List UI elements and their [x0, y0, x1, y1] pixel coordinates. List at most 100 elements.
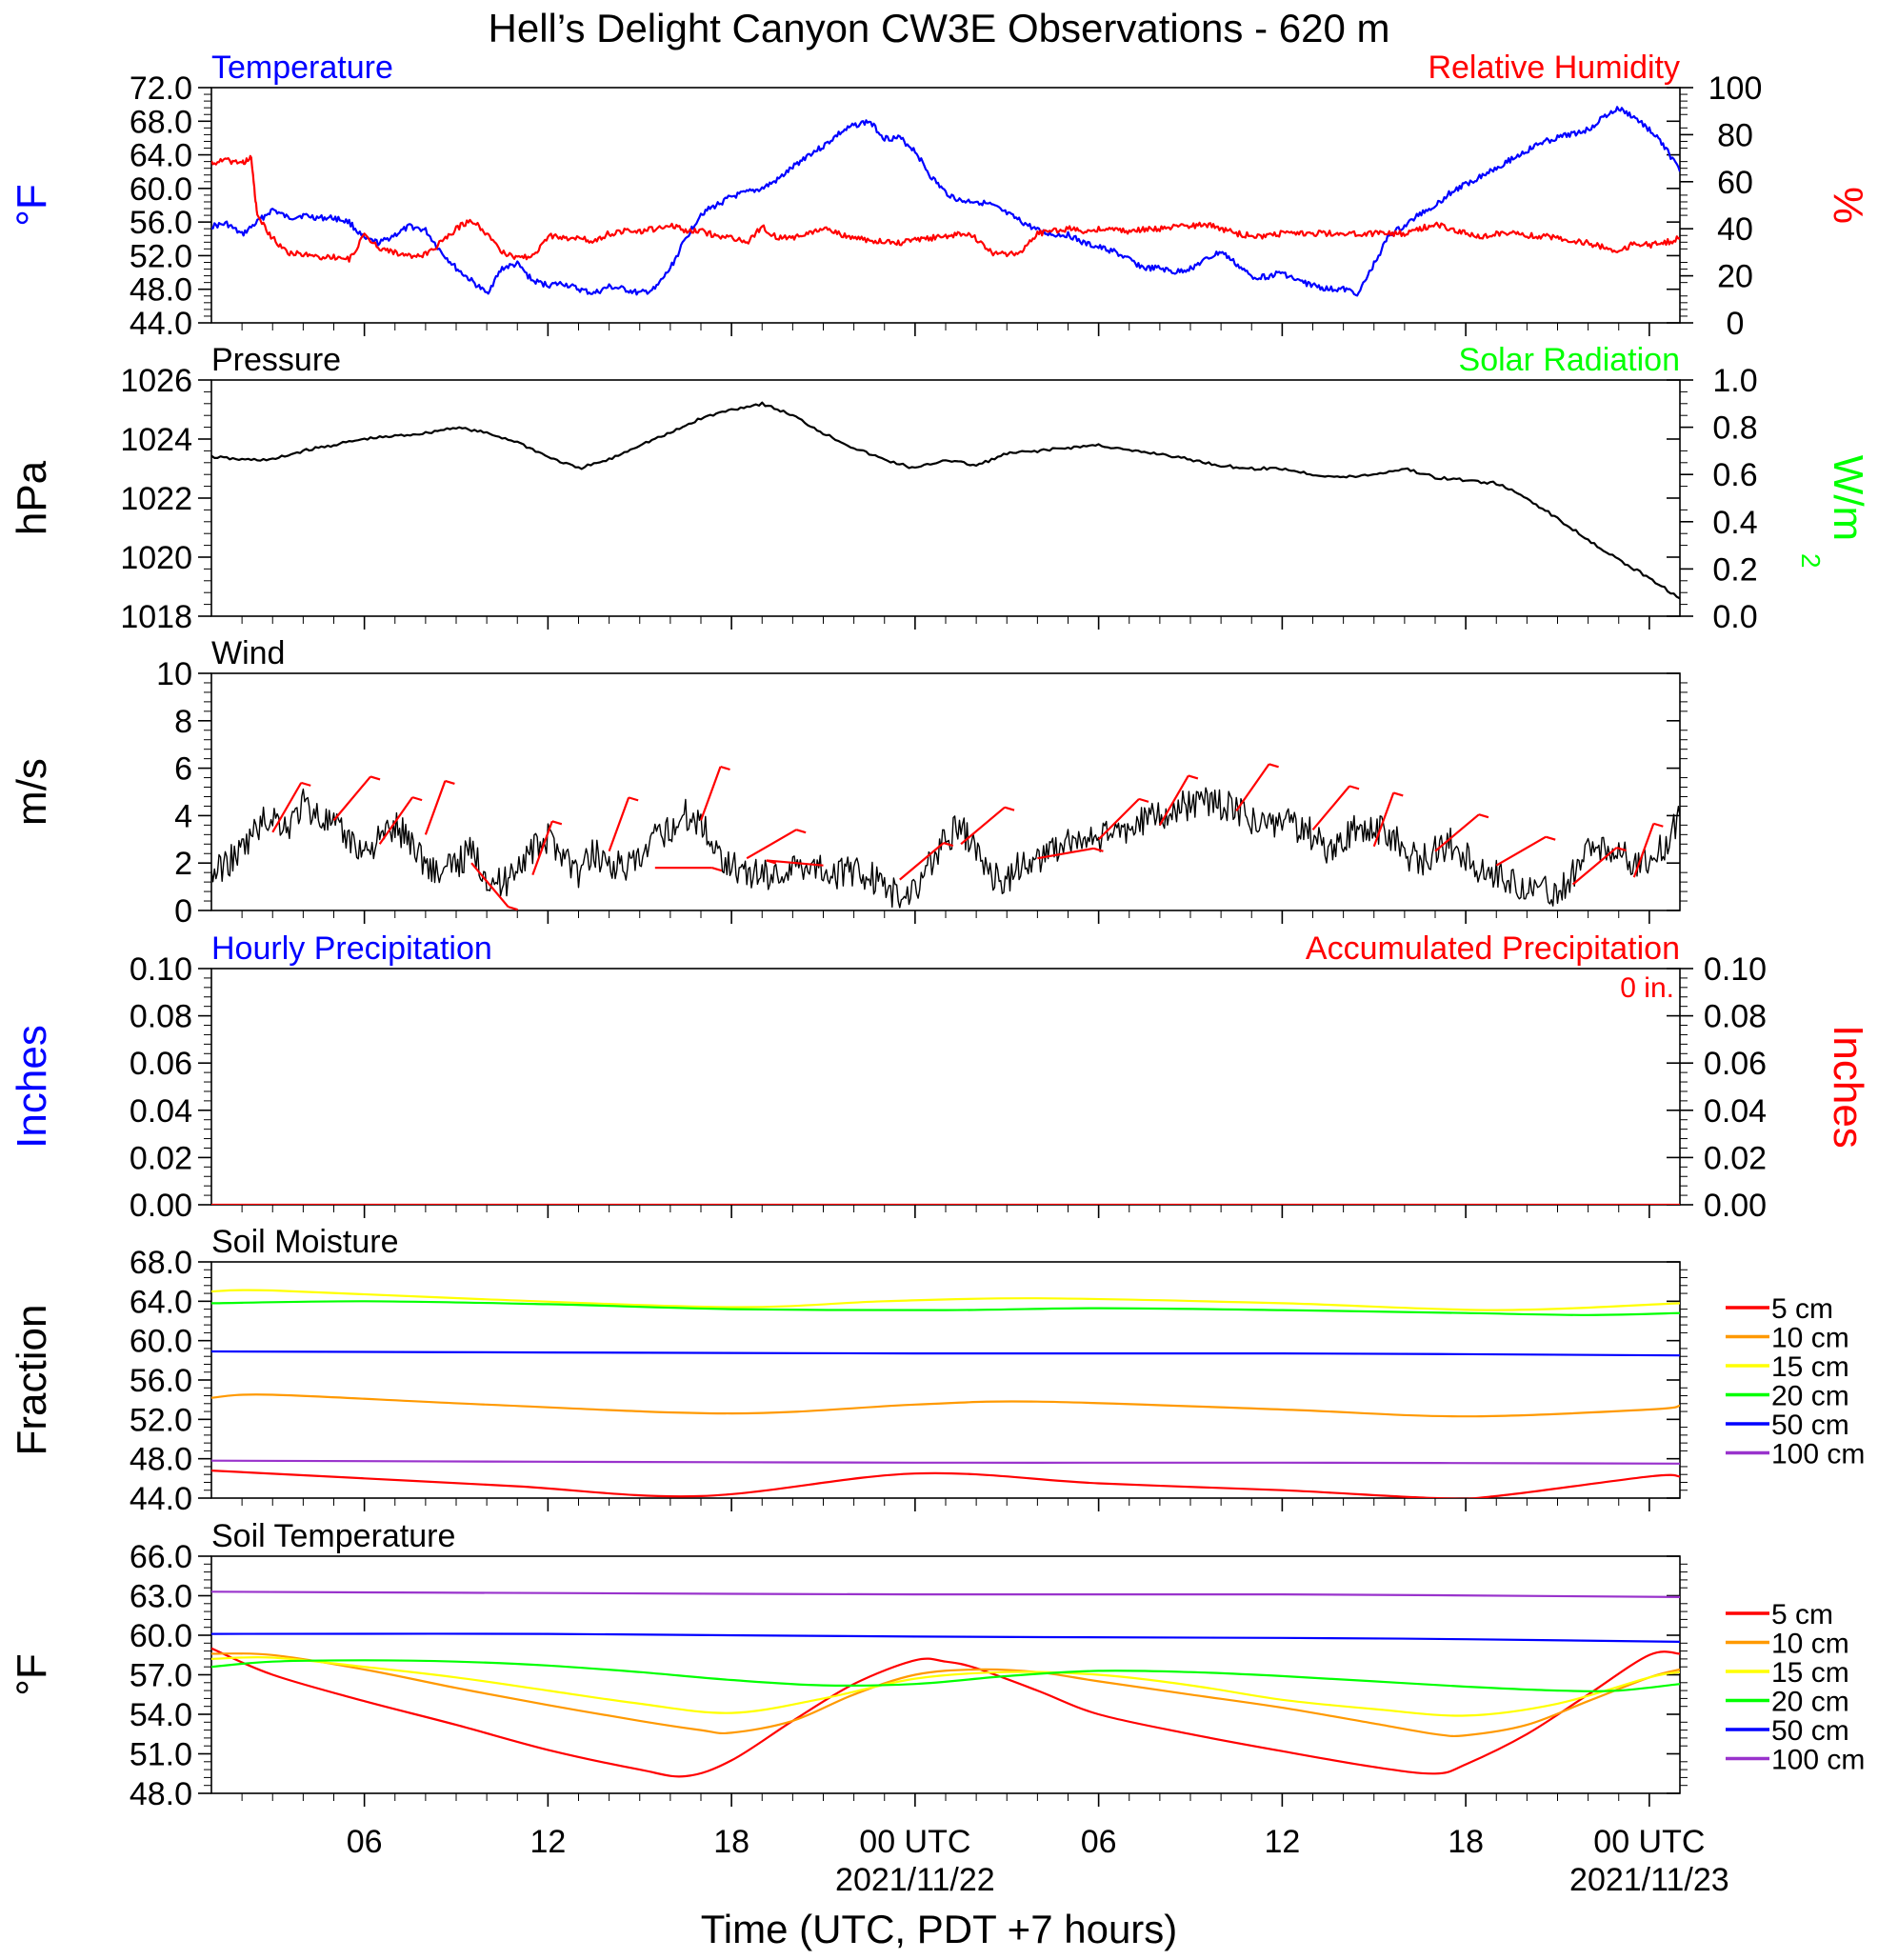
left-tick-label: 56.0 — [130, 1363, 192, 1399]
left-tick-label: 4 — [174, 798, 192, 834]
panel-y-label: hPa — [9, 460, 55, 535]
wind-barb-shaft — [1571, 847, 1618, 886]
wind-barb-flag — [1188, 774, 1199, 780]
legend-label: 100 cm — [1771, 1439, 1865, 1470]
series-line-5-cm — [211, 1470, 1680, 1498]
legend-label: 5 cm — [1771, 1293, 1833, 1325]
left-tick-label: 0.10 — [130, 951, 192, 988]
right-tick-label: 40 — [1717, 211, 1753, 248]
series-line-pressure — [211, 401, 1680, 600]
series-line-temperature — [211, 106, 1680, 297]
left-tick-label: 54.0 — [130, 1697, 192, 1733]
wind-barb-flag — [795, 829, 807, 834]
figure-title: Hell’s Delight Canyon CW3E Observations … — [489, 6, 1390, 50]
panel-left-title: Pressure — [211, 342, 341, 378]
wind-barb-flag — [943, 842, 954, 848]
series-line-50-cm — [211, 1632, 1680, 1643]
right-tick-label: 20 — [1717, 259, 1753, 295]
left-tick-label: 1024 — [120, 422, 192, 458]
panel-right-title: Relative Humidity — [1428, 50, 1680, 86]
wind-barb — [746, 829, 807, 860]
left-tick-label: 0.02 — [130, 1140, 192, 1176]
panel-y-label: °F — [9, 184, 55, 226]
legend-label: 5 cm — [1771, 1599, 1833, 1630]
left-tick-label: 57.0 — [130, 1658, 192, 1694]
left-tick-label: 60.0 — [130, 1618, 192, 1654]
wind-barb-shaft — [1632, 823, 1655, 878]
wind-barb-flag — [1478, 813, 1489, 819]
panel-series — [211, 106, 1680, 297]
wind-barb — [531, 820, 563, 876]
panel-3: 10 8 6 4 2 0 Wind m/s — [9, 635, 1688, 930]
wind-barb-flag — [508, 906, 518, 910]
left-tick-label: 0.00 — [130, 1188, 192, 1224]
wind-barb — [1571, 846, 1627, 886]
wind-barb-shaft — [1235, 763, 1270, 812]
legend-label: 10 cm — [1771, 1629, 1849, 1660]
panel-left-title: Wind — [211, 635, 285, 671]
left-tick-label: 8 — [174, 704, 192, 740]
panel-series — [211, 401, 1680, 600]
left-tick-label: 1022 — [120, 481, 192, 517]
panel-2: 1026 1024 1022 1020 1018 1.0 0.8 0.6 0.4 0.2 0.0 Pr… — [9, 342, 1871, 635]
wind-barb-shaft — [1434, 813, 1480, 852]
panel-left-title: Temperature — [211, 50, 393, 86]
wind-barb-flag — [1349, 785, 1360, 790]
wind-barb-shaft — [1495, 835, 1547, 867]
right-tick-label: 0.04 — [1704, 1093, 1767, 1130]
panel-y2-label: Inches — [1825, 1025, 1871, 1149]
x-axis-label: Time (UTC, PDT +7 hours) — [701, 1907, 1178, 1951]
x-tick-label: 06 — [347, 1824, 383, 1860]
panel-right-title: Accumulated Precipitation — [1306, 930, 1680, 967]
wind-barb — [899, 842, 954, 881]
wind-barb — [470, 862, 518, 910]
panel-left-title: Hourly Precipitation — [211, 930, 492, 967]
x-tick-label: 12 — [1264, 1824, 1300, 1860]
wind-barb — [766, 859, 824, 867]
right-tick-label: 80 — [1717, 117, 1753, 153]
left-tick-label: 64.0 — [130, 1284, 192, 1320]
wind-barb-shaft — [424, 780, 447, 835]
series-line-100-cm — [211, 1459, 1680, 1465]
left-tick-label: 6 — [174, 751, 192, 788]
wind-barb-flag — [1269, 763, 1279, 769]
wind-barb-shaft — [531, 820, 553, 876]
legend-label: 15 cm — [1771, 1657, 1849, 1689]
precip-total-annotation: 0 in. — [1620, 972, 1674, 1004]
panel-y-label: Fraction — [9, 1305, 55, 1456]
right-tick-label: 0.08 — [1704, 999, 1767, 1035]
panel-y-label: m/s — [9, 758, 55, 826]
legend-label: 100 cm — [1771, 1745, 1865, 1776]
series-line-100-cm — [211, 1590, 1680, 1598]
panel-y2-label: % — [1825, 187, 1871, 224]
series-line-50-cm — [211, 1350, 1680, 1357]
panel-right-title: Solar Radiation — [1459, 342, 1680, 378]
left-tick-label: 1026 — [120, 363, 192, 399]
left-tick-label: 1020 — [120, 540, 192, 576]
wind-barb-flag — [711, 867, 723, 872]
right-tick-label: 0.06 — [1704, 1046, 1767, 1082]
left-tick-label: 0 — [174, 893, 192, 930]
left-tick-label: 2 — [174, 846, 192, 882]
wind-barb — [424, 779, 455, 835]
x-tick-label: 00 UTC — [859, 1824, 970, 1860]
x-tick-label: 00 UTC — [1593, 1824, 1705, 1860]
wind-barb-flag — [1093, 847, 1104, 852]
left-tick-label: 68.0 — [130, 1245, 192, 1281]
panel-y-label: Inches — [9, 1025, 55, 1149]
panel-left-title: Soil Moisture — [211, 1224, 399, 1260]
series-line-10-cm — [211, 1393, 1680, 1418]
right-tick-label: 0 — [1727, 306, 1745, 342]
wind-barb — [1632, 822, 1664, 878]
wind-barb — [378, 796, 423, 845]
legend-label: 50 cm — [1771, 1410, 1849, 1441]
wind-barb-flag — [766, 859, 777, 865]
panel-6: 66.0 63.060.0 57.054.0 51.048.0 Soil Tempera… — [9, 1518, 1865, 1812]
wind-barb — [1037, 847, 1104, 860]
panel-y-label: °F — [9, 1653, 55, 1695]
series-line-10-cm — [211, 1652, 1680, 1738]
panel-y2-label: W/m — [1825, 455, 1871, 541]
right-tick-label: 1.0 — [1712, 363, 1757, 399]
